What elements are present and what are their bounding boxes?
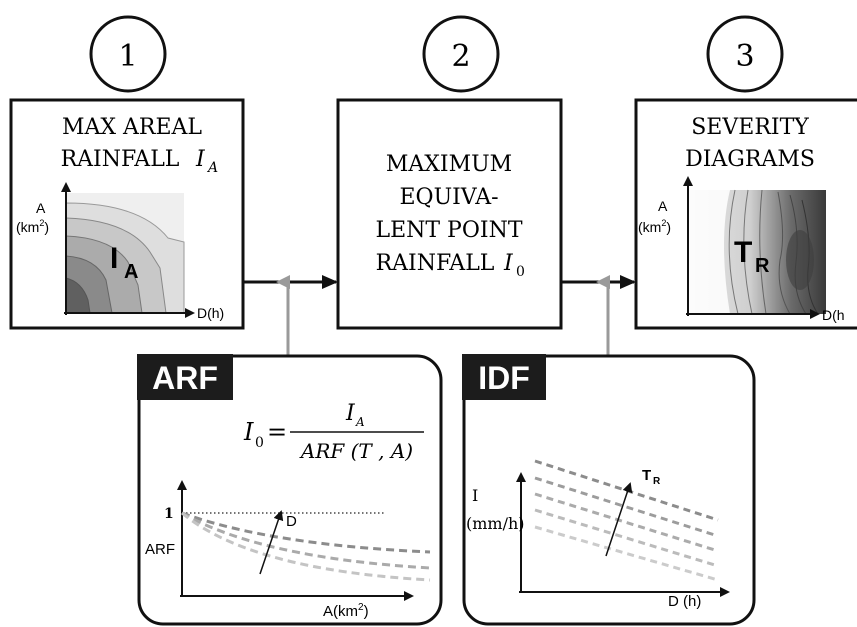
idf-badge-label: IDF <box>478 360 530 396</box>
arf-curve-2 <box>181 511 431 570</box>
box1-x-axis-label: D(h) <box>197 305 224 321</box>
box-max-equivalent-point-rainfall: MAXIMUM EQUIVA- LENT POINT RAINFALL I 0 <box>336 98 563 330</box>
step-2-circle: 2 <box>422 15 500 93</box>
idf-curve-4 <box>534 508 719 568</box>
arf-badge <box>137 354 233 400</box>
box1-plot-symbol: I <box>110 242 118 275</box>
idf-box: IDF T R I (mm/h) D (h) <box>462 354 756 626</box>
arf-formula: I 0 = I A ARF (T , A) <box>243 401 424 463</box>
step-1-number: 1 <box>118 39 137 74</box>
idf-arrow-label-sub: R <box>653 476 661 487</box>
step-3-number: 3 <box>735 39 754 74</box>
box1-plot-symbol-sub: A <box>124 261 138 283</box>
arf-badge-label: ARF <box>152 360 218 396</box>
idf-curve-3 <box>534 492 719 553</box>
box1-y-axis-unit: (km2) <box>16 218 49 235</box>
areal-contour-plot <box>65 193 185 314</box>
arf-curve-3 <box>181 511 431 582</box>
severity-contour-plot <box>688 189 826 315</box>
arf-curve-1 <box>181 511 431 554</box>
box2-title-symbol-sub: 0 <box>516 264 525 280</box>
box-severity-diagrams: SEVERITY DIAGRAMS A (km2) D(h T R <box>634 98 857 330</box>
formula-numerator-sub: A <box>355 415 365 429</box>
box3-x-axis-label: D(h <box>822 307 845 323</box>
idf-y-axis-unit: (mm/h) <box>466 514 525 533</box>
box3-y-axis-label: A <box>658 198 668 214</box>
box2-title-line3: LENT POINT <box>375 218 522 243</box>
box3-plot-symbol: T <box>734 236 752 269</box>
box1-title-symbol: I <box>195 147 206 172</box>
step-3-circle: 3 <box>706 15 784 93</box>
formula-lhs-sub: 0 <box>255 435 264 451</box>
arf-x-axis-label: A(km2) <box>323 602 369 620</box>
box-max-areal-rainfall: MAX AREAL RAINFALL I A A (km2) D(h) I A <box>9 98 245 330</box>
idf-curve-2 <box>534 476 719 538</box>
formula-denominator: ARF (T , A) <box>299 439 413 463</box>
idf-return-period-arrow <box>605 482 633 557</box>
box2-title-line1: MAXIMUM <box>386 152 512 177</box>
box3-plot-symbol-sub: R <box>755 255 770 277</box>
arf-box: ARF I 0 = I A ARF (T , A) D 1 ARF A(km2) <box>137 354 443 626</box>
idf-badge <box>462 354 546 400</box>
step-2-number: 2 <box>451 39 470 74</box>
box3-title-line2: DIAGRAMS <box>685 147 815 172</box>
box2-title-line2: EQUIVA- <box>399 185 498 210</box>
idf-arrow-label: T <box>642 467 651 484</box>
step-1-circle: 1 <box>89 15 167 93</box>
box1-title-symbol-sub: A <box>206 160 218 176</box>
idf-x-axis-label: D (h) <box>668 593 701 610</box>
arf-y-tick-1: 1 <box>164 506 174 522</box>
box1-title-line2: RAINFALL <box>61 147 180 172</box>
box1-title-line1: MAX AREAL <box>62 115 202 140</box>
arf-y-axis-label: ARF <box>145 541 175 558</box>
box3-y-axis-unit: (km2) <box>638 218 671 235</box>
formula-numerator: I <box>345 401 356 426</box>
arf-arrow-label: D <box>286 513 297 530</box>
idf-y-axis-label: I <box>472 486 478 505</box>
box1-y-axis-label: A <box>36 200 46 216</box>
formula-lhs: I <box>243 418 254 446</box>
arf-duration-arrow <box>259 510 284 575</box>
box3-title-line1: SEVERITY <box>691 115 809 140</box>
box2-title-symbol: I <box>503 251 514 276</box>
idf-curve-5 <box>534 525 719 582</box>
box2-title-line4: RAINFALL <box>376 251 495 276</box>
formula-equals: = <box>267 418 287 446</box>
